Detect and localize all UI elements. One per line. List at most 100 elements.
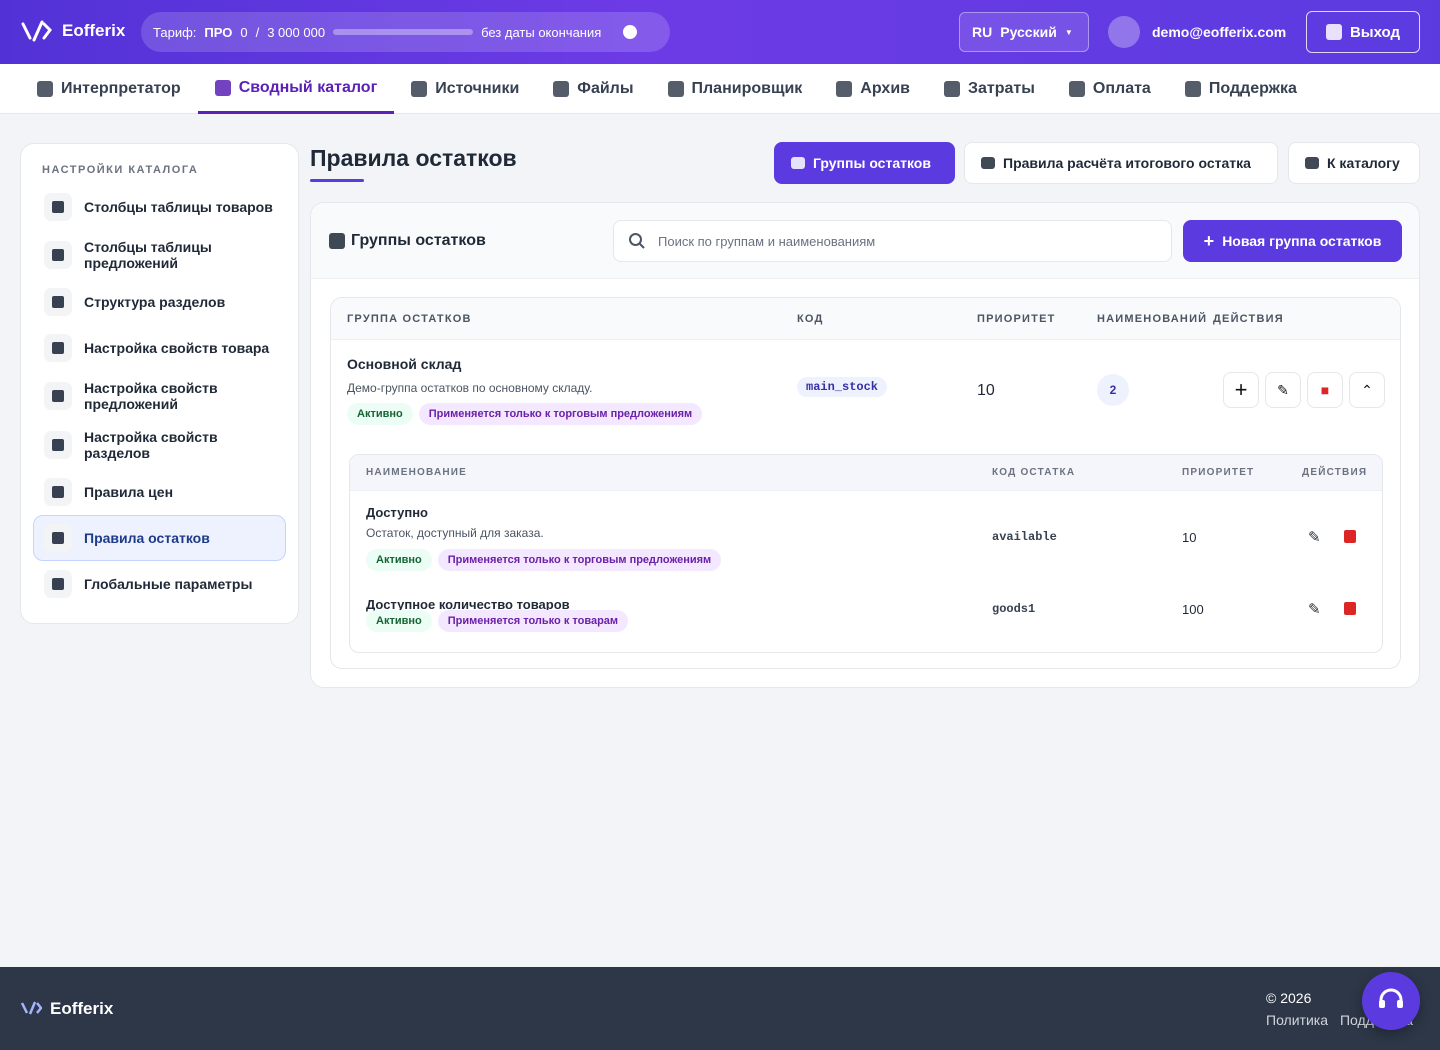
nav-icon (1184, 81, 1201, 97)
limit: 3 000 000 (267, 24, 326, 40)
header: Eofferix Тариф: ПРО 0 / 3 000 000 без да… (0, 0, 1440, 64)
button-label: Группы остатков (813, 155, 931, 171)
sidebar-item[interactable]: Настройка свойств предложений (33, 371, 286, 420)
plus-icon: + (1203, 230, 1215, 251)
sidebar-icon (44, 524, 72, 552)
nav-item[interactable]: Архив (819, 64, 927, 114)
button-icon (981, 157, 995, 169)
help-button[interactable] (1362, 972, 1420, 1030)
nav-item[interactable]: Планировщик (651, 64, 820, 114)
sidebar-label: Столбцы таблицы предложений (84, 238, 212, 271)
group-code: main_stock (797, 377, 888, 397)
nav-icon (667, 81, 684, 97)
icon-glyph (52, 438, 64, 451)
nav-icon (1068, 81, 1085, 97)
nav-item[interactable]: Затраты (927, 64, 1052, 114)
sidebar-item[interactable]: Правила остатков (33, 515, 286, 561)
brand-name: Eofferix (62, 21, 126, 40)
footer-link[interactable]: Политика (1266, 1012, 1328, 1028)
sidebar-item[interactable]: Настройка свойств разделов (33, 420, 286, 469)
logo (21, 20, 52, 42)
sidebar-label: Правила остатков (84, 530, 210, 546)
sidebar-icon (44, 430, 72, 459)
icon-glyph (52, 296, 64, 308)
sidebar-icon (44, 288, 72, 316)
logout-button[interactable]: Выход (1306, 11, 1420, 53)
badge: Применяется только к торговым предложени… (437, 549, 722, 571)
table-header: ГРУППА ОСТАТКОВ КОД ПРИОРИТЕТ НАИМЕНОВАНИЙ Д… (331, 298, 1400, 340)
brand[interactable]: Eofferix (20, 18, 125, 44)
copyright: © 2026 (1266, 990, 1312, 1006)
tab-button[interactable]: Группы остатков (774, 142, 955, 184)
items-table: НАИМЕНОВАНИЕ КОД ОСТАТКА ПРИОРИТЕТ ДЕЙСТВИЯ… (349, 454, 1383, 653)
sidebar-label: Столбцы таблицы товаров (84, 199, 273, 215)
items-header: НАИМЕНОВАНИЕ КОД ОСТАТКА ПРИОРИТЕТ ДЕЙСТВИЯ (350, 455, 1382, 491)
nav-item[interactable]: Файлы (536, 64, 650, 114)
item-code: goods1 (992, 602, 1036, 616)
sidebar-label: Глобальные параметры (84, 576, 253, 592)
collapse-button[interactable]: ⌃ (1349, 372, 1385, 408)
column-header: ПРИОРИТЕТ (1182, 467, 1255, 478)
info-icon[interactable] (623, 25, 638, 39)
footer-brand: Eofferix (20, 999, 113, 1019)
tab-button[interactable]: Правила расчёта итогового остатка (964, 142, 1278, 184)
icon-glyph (52, 486, 64, 498)
nav-label: Сводный каталог (238, 78, 378, 96)
badge: Применяется только к товарам (437, 610, 629, 632)
badges: Активно Применяется только к товарам (366, 610, 634, 632)
column-header: ДЕЙСТВИЯ (1302, 467, 1368, 478)
search[interactable]: Поиск по группам и наименованиям (613, 220, 1172, 262)
edit-button[interactable]: ✎ (1308, 601, 1321, 618)
email: demo@eofferix.com (1152, 24, 1287, 40)
edit-button[interactable]: ✎ (1265, 372, 1301, 408)
nav-label: Поддержка (1208, 80, 1297, 97)
lang-name: Русский (1000, 24, 1057, 40)
edit-button[interactable]: ✎ (1308, 529, 1321, 546)
tariff-name: ПРО (204, 24, 233, 40)
add-button[interactable]: + (1223, 372, 1259, 408)
new-group-button[interactable]: + Новая группа остатков (1183, 220, 1402, 262)
user[interactable]: demo@eofferix.com (1108, 16, 1286, 48)
icon-glyph (52, 578, 64, 590)
column-header: НАИМЕНОВАНИЙ (1097, 313, 1208, 325)
icon-glyph (52, 201, 64, 213)
nav-label: Источники (435, 80, 520, 97)
delete-icon: ■ (1320, 382, 1330, 398)
footer: Eofferix © 2026 ПолитикаПоддержка (0, 967, 1440, 1050)
title-underline (310, 179, 364, 182)
groups-card: Группы остатков Поиск по группам и наиме… (310, 202, 1420, 688)
tab-button[interactable]: К каталогу (1288, 142, 1420, 184)
sidebar-item[interactable]: Структура разделов (33, 279, 286, 325)
nav-item[interactable]: Поддержка (1168, 64, 1314, 114)
sidebar-item[interactable]: Столбцы таблицы товаров (33, 184, 286, 230)
logout-icon (1325, 24, 1342, 40)
group-description: Демо-группа остатков по основному складу… (347, 381, 593, 395)
card-title: Группы остатков (329, 232, 486, 250)
sidebar-item[interactable]: Глобальные параметры (33, 561, 286, 607)
nav-label: Оплата (1092, 80, 1151, 97)
delete-button[interactable]: ■ (1307, 372, 1343, 408)
sidebar-item[interactable]: Правила цен (33, 469, 286, 515)
sidebar-item[interactable]: Столбцы таблицы предложений (33, 230, 286, 279)
sidebar-item[interactable]: Настройка свойств товара (33, 325, 286, 371)
sidebar: НАСТРОЙКИ КАТАЛОГА Столбцы таблицы товар… (20, 143, 299, 624)
caret: ▼ (1064, 27, 1073, 37)
nav-item[interactable]: Оплата (1052, 64, 1168, 114)
item-row: Доступное количество товаров Активно Приме… (350, 583, 1382, 652)
delete-button[interactable] (1344, 602, 1356, 615)
nav-icon (553, 81, 570, 97)
item-description: Остаток, доступный для заказа. (366, 526, 544, 540)
column-header: КОД (797, 313, 824, 325)
tariff-label: Тариф: (153, 24, 197, 40)
nav-item[interactable]: Интерпретатор (20, 64, 198, 114)
nav-item[interactable]: Сводный каталог (197, 64, 395, 114)
nav-label: Планировщик (691, 80, 803, 97)
icon-glyph (52, 389, 64, 402)
nav-item[interactable]: Источники (394, 64, 536, 114)
expiry: без даты окончания (481, 24, 602, 40)
button-label: К каталогу (1327, 155, 1400, 171)
item-name: Доступно (366, 505, 428, 520)
language-select[interactable]: RU Русский ▼ (959, 12, 1089, 52)
delete-button[interactable] (1344, 530, 1356, 543)
